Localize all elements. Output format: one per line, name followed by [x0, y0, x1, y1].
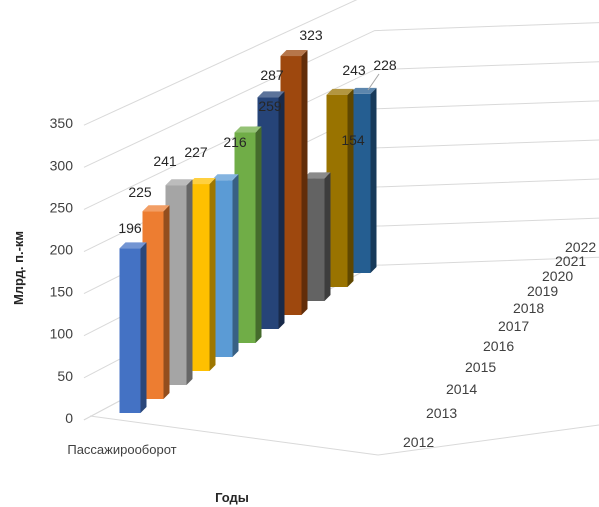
- gridline: [83, 0, 358, 126]
- bar-side: [140, 242, 147, 413]
- data-label-2020: 154: [341, 132, 365, 148]
- bar-2013: [142, 205, 170, 399]
- bar-top: [303, 172, 331, 179]
- bar-2017: [234, 126, 262, 343]
- data-label-2014: 241: [153, 153, 177, 169]
- floor-right-edge: [377, 424, 599, 456]
- bars: [119, 50, 377, 413]
- y-tick-label: 250: [50, 199, 74, 215]
- y-tick-label: 350: [50, 115, 74, 131]
- bar-front: [257, 97, 279, 330]
- bar-side: [278, 91, 285, 330]
- bar-front: [234, 132, 256, 343]
- year-label: 2015: [465, 359, 496, 375]
- bar-top: [326, 88, 354, 95]
- bar-front: [349, 93, 371, 273]
- bar-front: [211, 180, 233, 357]
- bar-side: [163, 205, 170, 399]
- year-label: 2021: [555, 253, 586, 269]
- y-tick-label: 300: [50, 157, 74, 173]
- bar-side: [232, 174, 239, 357]
- bar-top: [349, 87, 377, 94]
- floor-edge: [89, 415, 379, 456]
- year-label: 2013: [426, 405, 457, 421]
- bar-side: [301, 50, 308, 316]
- bar-top: [234, 126, 262, 133]
- year-label: 2012: [403, 434, 434, 450]
- y-tick-label: 0: [65, 410, 73, 426]
- bar-top: [257, 91, 285, 98]
- bar-top: [142, 205, 170, 212]
- chart-walls: [90, 265, 438, 455]
- gridline: [83, 61, 599, 210]
- year-label: 2014: [446, 381, 477, 397]
- bar-front: [142, 211, 164, 399]
- data-label-2018: 287: [260, 67, 284, 83]
- bar-side: [186, 179, 193, 385]
- data-label-2016: 216: [223, 134, 247, 150]
- bar-top: [211, 174, 239, 181]
- x-axis-title: Годы: [215, 490, 249, 505]
- data-label-2015: 227: [184, 144, 208, 160]
- bar-front: [165, 185, 187, 385]
- year-label: 2017: [498, 318, 529, 334]
- y-tick-label: 50: [57, 368, 73, 384]
- data-label-2012: 196: [118, 220, 142, 236]
- floor: [90, 265, 438, 455]
- bar-2021: [326, 88, 354, 288]
- data-label-2019: 323: [299, 27, 323, 43]
- gridline: [83, 22, 599, 168]
- bar-2020: [303, 172, 331, 301]
- bar-top: [119, 242, 147, 249]
- bar-2015: [188, 178, 216, 371]
- y-tick-label: 100: [50, 326, 74, 342]
- bar-2012: [119, 242, 147, 413]
- bar-top: [280, 50, 308, 57]
- bar-front: [303, 178, 325, 301]
- bar-side: [324, 172, 331, 301]
- bar-front: [280, 56, 302, 316]
- bar-2019: [280, 50, 308, 316]
- bar-2016: [211, 174, 239, 357]
- bar-top: [188, 178, 216, 185]
- bar-2014: [165, 179, 193, 385]
- bar-2018: [257, 91, 285, 330]
- bar-front: [326, 94, 348, 288]
- year-label: 2022: [565, 239, 596, 255]
- bar-front: [188, 184, 210, 371]
- y-tick-label: 200: [50, 242, 74, 258]
- bar-top: [165, 179, 193, 186]
- bar-2022: [349, 87, 377, 273]
- y-axis-ticks: 0 50 100 150 200 250 300 350: [50, 115, 74, 426]
- year-label: 2019: [527, 283, 558, 299]
- bar-side: [209, 178, 216, 371]
- y-axis-title: Млрд. п.-км: [11, 231, 26, 305]
- category-label: Пассажирооборот: [67, 442, 176, 457]
- label-leader-line: [367, 73, 380, 91]
- depth-axis-labels: 2012 2013 2014 2015 2016 2017 2018201920202021…: [403, 239, 596, 450]
- bar-front: [119, 248, 141, 413]
- data-label-2017: 259: [258, 98, 282, 114]
- data-label-2021: 243: [342, 62, 366, 78]
- bar-side: [347, 88, 354, 288]
- year-label: 2020: [542, 268, 573, 284]
- data-label-2013: 225: [128, 184, 152, 200]
- bar-side: [255, 126, 262, 343]
- y-tick-label: 150: [50, 284, 74, 300]
- year-label: 2016: [483, 338, 514, 354]
- data-label-2022: 228: [373, 57, 397, 73]
- bar-side: [370, 87, 377, 273]
- year-label: 2018: [513, 300, 544, 316]
